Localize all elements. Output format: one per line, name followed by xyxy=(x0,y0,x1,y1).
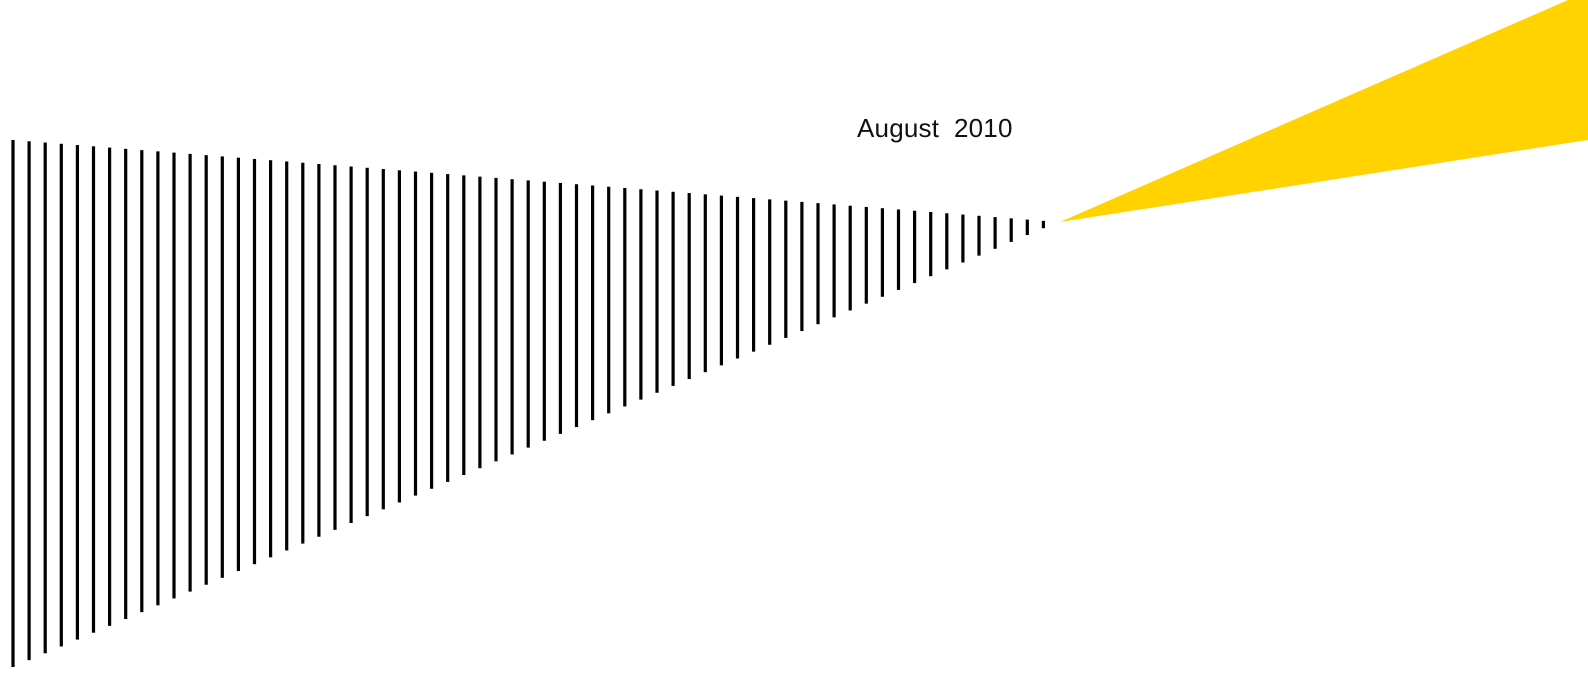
stripe-line xyxy=(623,188,627,407)
stripe-line xyxy=(864,206,868,304)
stripe-line xyxy=(896,209,901,290)
stripe-line xyxy=(752,198,756,352)
stripe-line xyxy=(317,164,321,537)
stripe-line xyxy=(156,151,160,606)
stripe-line xyxy=(510,179,514,455)
stripe-line xyxy=(365,167,369,517)
stripe-line xyxy=(75,145,79,640)
stripe-line xyxy=(784,200,788,338)
stripe-line xyxy=(478,176,482,469)
stripe-line xyxy=(1009,218,1013,242)
stripe-line xyxy=(381,169,385,510)
yellow-beam xyxy=(1060,0,1588,222)
stripe-line xyxy=(11,140,15,667)
stripe-line xyxy=(735,196,740,359)
stripe-line xyxy=(768,199,772,345)
stripe-line xyxy=(848,205,852,311)
stripe-line xyxy=(639,189,643,400)
stripe-line xyxy=(204,155,208,585)
stripe-line xyxy=(1025,219,1029,236)
stripe-line xyxy=(446,174,450,482)
stripe-line xyxy=(301,162,305,544)
stripe-line xyxy=(252,158,257,565)
stripe-line xyxy=(413,171,418,496)
stripe-line xyxy=(108,147,112,626)
stripe-line xyxy=(655,190,659,393)
stripe-line xyxy=(124,148,128,619)
stripe-line xyxy=(397,170,401,503)
stripe-line xyxy=(961,214,965,263)
stripe-line xyxy=(591,185,595,421)
stripe-line xyxy=(430,172,434,489)
stripe-line xyxy=(880,208,884,297)
stripe-line xyxy=(526,180,530,448)
stripe-line xyxy=(816,203,820,325)
stripe-line xyxy=(558,182,562,434)
stripe-line xyxy=(542,181,546,441)
stripe-line xyxy=(913,210,917,284)
stripe-line xyxy=(27,141,31,661)
stripe-line xyxy=(832,204,836,318)
stripe-line xyxy=(1041,220,1045,229)
stripe-line xyxy=(929,212,933,277)
stripe-line xyxy=(671,191,675,386)
stripe-line xyxy=(43,142,47,654)
stripe-line xyxy=(607,186,611,414)
stripe-line xyxy=(269,160,273,558)
stripe-line xyxy=(349,166,353,524)
stripe-line xyxy=(220,156,224,578)
stripe-line xyxy=(719,195,723,366)
stripe-line xyxy=(236,157,240,572)
stripe-line xyxy=(703,194,707,373)
stripe-line xyxy=(462,175,466,476)
stripe-line xyxy=(140,150,144,613)
stripe-line xyxy=(59,143,63,647)
stripe-line xyxy=(494,177,498,462)
stripe-line xyxy=(188,153,192,592)
stripe-line xyxy=(333,165,337,530)
stripe-line xyxy=(574,184,579,428)
stripe-line xyxy=(945,213,949,270)
stripe-line xyxy=(91,146,96,633)
stripe-line xyxy=(993,217,997,249)
stripe-line xyxy=(800,201,804,332)
date-label: August 2010 xyxy=(857,113,1013,143)
stripe-line xyxy=(977,215,981,256)
stripe-line xyxy=(172,152,176,599)
stripe-line xyxy=(687,193,691,380)
converging-stripes xyxy=(11,140,1045,667)
stripe-line xyxy=(285,161,289,551)
